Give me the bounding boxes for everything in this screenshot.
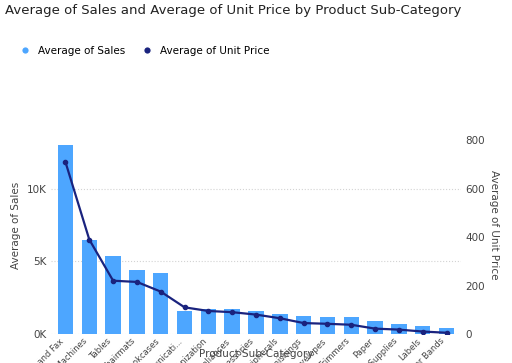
Text: Product Sub-Category: Product Sub-Category	[199, 349, 313, 359]
Bar	[296, 316, 311, 334]
Bar	[224, 309, 240, 334]
Bar	[319, 317, 335, 334]
Y-axis label: Average of Sales: Average of Sales	[11, 182, 21, 269]
Bar	[391, 324, 407, 334]
Bar	[177, 311, 193, 334]
Bar	[201, 309, 216, 334]
Bar	[272, 314, 288, 334]
Legend: Average of Sales, Average of Unit Price: Average of Sales, Average of Unit Price	[10, 41, 274, 60]
Bar	[58, 145, 73, 334]
Bar	[105, 256, 121, 334]
Bar	[129, 270, 145, 334]
Bar	[344, 317, 359, 334]
Bar	[248, 311, 264, 334]
Y-axis label: Average of Unit Price: Average of Unit Price	[489, 170, 499, 280]
Bar	[367, 321, 383, 334]
Bar	[415, 326, 431, 334]
Bar	[81, 240, 97, 334]
Bar	[439, 328, 454, 334]
Bar	[153, 273, 168, 334]
Text: Average of Sales and Average of Unit Price by Product Sub-Category: Average of Sales and Average of Unit Pri…	[5, 4, 461, 17]
